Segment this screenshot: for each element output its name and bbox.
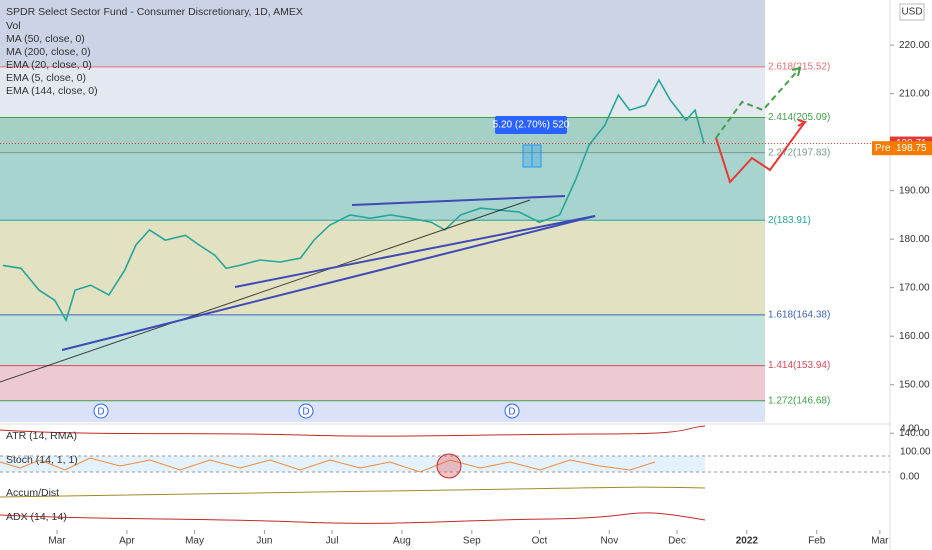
x-tick-label: Mar	[48, 536, 66, 547]
pre-price-tag	[872, 141, 932, 156]
fib-band	[0, 314, 765, 366]
y-tick-label: 210.00	[899, 88, 930, 99]
legend-item: Vol	[6, 20, 21, 32]
indicator-panes	[0, 423, 890, 524]
y-tick-label: 160.00	[899, 331, 930, 342]
pre-price-label: 198.75	[896, 143, 927, 154]
indicator-label: ADX (14, 14)	[6, 511, 67, 523]
fib-label: 1.272(146.68)	[768, 395, 830, 406]
x-tick-label: Jul	[326, 536, 339, 547]
dividend-marker: D	[302, 407, 309, 418]
x-tick-label: Mar	[871, 536, 889, 547]
legend-item: EMA (20, close, 0)	[6, 59, 92, 71]
dividend-marker: D	[508, 407, 515, 418]
x-tick-label: Nov	[600, 536, 618, 547]
fib-label: 1.414(153.94)	[768, 360, 830, 371]
indicator-tick: 100.00	[900, 447, 931, 458]
pre-price-tag-text: Pre	[875, 143, 891, 154]
y-tick-label: 140.00	[899, 428, 930, 439]
fib-band	[0, 0, 765, 67]
x-tick-label: 2022	[736, 536, 759, 547]
indicator-label: ATR (14, RMA)	[6, 430, 77, 442]
measure-label: 5.20 (2.70%) 520	[493, 120, 570, 131]
indicator-label: Accum/Dist	[6, 487, 59, 499]
y-tick-label: 170.00	[899, 282, 930, 293]
x-tick-label: Feb	[808, 536, 826, 547]
fib-band	[0, 220, 765, 315]
x-tick-label: Aug	[393, 536, 411, 547]
price-line	[2, 78, 705, 323]
y-tick-label: 190.00	[899, 185, 930, 196]
fib-band	[0, 365, 765, 401]
drawings	[0, 66, 808, 383]
legend-item: MA (200, close, 0)	[6, 46, 91, 58]
legend-item: EMA (5, close, 0)	[6, 72, 86, 84]
dividend-marker: D	[97, 407, 104, 418]
y-tick-label: 220.00	[899, 40, 930, 51]
legend-item: EMA (144, close, 0)	[6, 85, 98, 97]
chart-title: SPDR Select Sector Fund - Consumer Discr…	[6, 6, 303, 18]
dividend-markers	[93, 403, 520, 419]
indicator-tick: 4.00	[900, 424, 920, 435]
fib-band	[0, 66, 765, 118]
x-tick-label: Jun	[256, 536, 272, 547]
fib-label: 2.272(197.83)	[768, 147, 830, 158]
fib-band	[0, 152, 765, 221]
x-tick-label: Apr	[119, 536, 135, 547]
fib-band	[0, 400, 765, 422]
currency-box	[899, 3, 925, 21]
fib-label: 2.414(205.09)	[768, 112, 830, 123]
x-tick-label: Oct	[532, 536, 548, 547]
y-tick-label: 180.00	[899, 234, 930, 245]
y-tick-label: 150.00	[899, 379, 930, 390]
x-tick-label: May	[185, 536, 204, 547]
plot	[2, 78, 705, 323]
indicator-tick: 0.00	[900, 472, 920, 483]
x-tick-label: Dec	[668, 536, 686, 547]
currency: USD	[901, 7, 922, 18]
legend-item: MA (50, close, 0)	[6, 33, 85, 45]
fib-bands: 2.618(215.52) 2.414(205.09) 2.272(197.83) 2…	[0, 0, 830, 422]
fib-label: 2.618(215.52)	[768, 61, 830, 72]
fib-band	[0, 117, 765, 153]
indicator-label: Stoch (14, 1, 1)	[6, 454, 78, 466]
fib-label: 1.618(164.38)	[768, 310, 830, 321]
x-tick-label: Sep	[463, 536, 481, 547]
fib-label: 2(183.91)	[768, 215, 811, 226]
